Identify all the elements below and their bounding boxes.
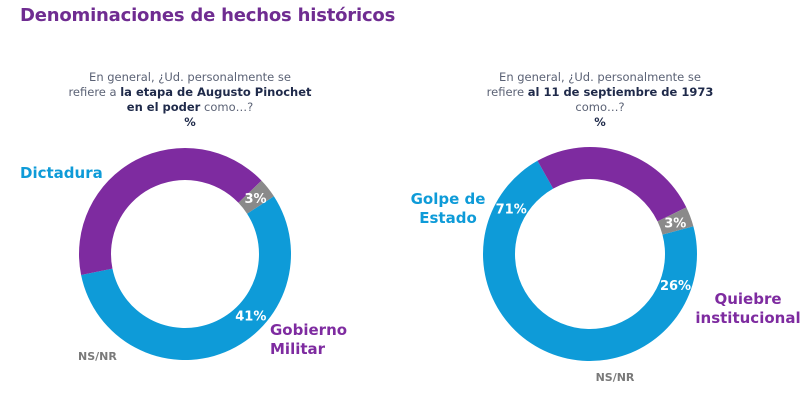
category-label: Dictadura: [20, 164, 103, 182]
unit-label: %: [184, 115, 196, 129]
question-line: como…?: [200, 100, 254, 114]
question-line: refiere a: [68, 85, 121, 99]
category-label: NS/NR: [596, 371, 635, 384]
data-label: 3%: [244, 192, 266, 207]
donut-slice-golpe-de-estado: [482, 160, 697, 361]
donut-slice-quiebre-institucional: [537, 147, 687, 222]
question-emphasis: al 11 de septiembre de 1973: [527, 85, 714, 99]
question-line: En general, ¿Ud. personalmente se: [499, 70, 701, 84]
category-label: NS/NR: [78, 350, 117, 363]
category-label: Gobierno Militar: [270, 321, 347, 358]
data-label: 41%: [235, 309, 266, 324]
question-line: En general, ¿Ud. personalmente se: [89, 70, 291, 84]
question-emphasis: la etapa de Augusto Pinochet: [120, 85, 312, 99]
question-11-septiembre: En general, ¿Ud. personalmente se refier…: [450, 70, 750, 130]
data-label: 3%: [664, 216, 686, 231]
donut-slice-dictadura: [81, 196, 292, 360]
page-title: Denominaciones de hechos históricos: [20, 5, 396, 26]
data-label: 71%: [496, 203, 527, 218]
question-line: como…?: [575, 100, 625, 114]
donut-slice-gobierno-militar: [78, 147, 262, 275]
question-line: refiere: [486, 85, 528, 99]
data-label: 26%: [660, 279, 691, 294]
donut-slice-ns-nr: [657, 207, 694, 235]
question-emphasis: en el poder: [126, 100, 201, 114]
question-pinochet: En general, ¿Ud. personalmente se refier…: [40, 70, 340, 130]
category-label: Quiebre institucional: [695, 290, 800, 327]
category-label: Golpe de Estado: [411, 190, 486, 227]
donut-slice-ns-nr: [238, 180, 274, 214]
unit-label: %: [594, 115, 606, 129]
